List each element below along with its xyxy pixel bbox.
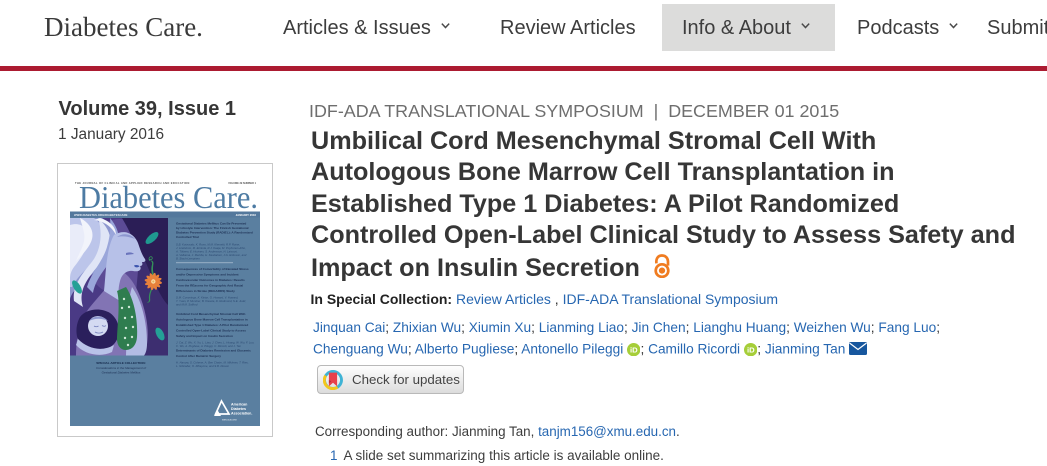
svg-text:by Lifestyle Intervention: The: by Lifestyle Intervention: The Finnish G… — [176, 226, 249, 230]
svg-text:Controlled Trial: Controlled Trial — [176, 235, 199, 239]
svg-text:A. Valkama, J. Meinila, H. Kau: A. Valkama, J. Meinila, H. Kautiainen, J… — [175, 253, 247, 257]
svg-text:L. Gibiralter, O. Rihaynne, an: L. Gibiralter, O. Rihaynne, and S.B. Dis… — [176, 364, 229, 368]
svg-text:WWW.DIABETES.ORG/DIABETESCARE: WWW.DIABETES.ORG/DIABETESCARE — [74, 213, 128, 217]
svg-text:Established Type 1 Diabetes: A: Established Type 1 Diabetes: A Pilot Ran… — [176, 323, 248, 327]
svg-text:Cardiovascular Outcomes in Dia: Cardiovascular Outcomes in Diabetes: Res… — [176, 278, 245, 282]
svg-text:SPECIAL ARTICLE COLLECTION:: SPECIAL ARTICLE COLLECTION: — [96, 361, 146, 365]
svg-text:Consequences of Comorbidity of: Consequences of Comorbidity of Elevated … — [176, 267, 249, 271]
svg-text:Association.: Association. — [231, 412, 252, 416]
svg-text:H. Hamza, S. Cohene, A. Ben Ch: H. Hamza, S. Cohene, A. Ben Chaim, M. Mi… — [176, 361, 249, 365]
svg-text:Differences in Stroke (REGARDS: Differences in Stroke (REGARDS) Study — [176, 289, 235, 293]
svg-text:and/or Depressive Symptoms and: and/or Depressive Symptoms and Incident — [176, 273, 239, 277]
svg-text:Diabetes: Diabetes — [231, 407, 246, 411]
svg-text:B. Stach-Lempinen: B. Stach-Lempinen — [176, 257, 200, 261]
svg-text:Safety and Impact on Insulin S: Safety and Impact on Insulin Secretion — [176, 334, 233, 338]
svg-text:Controlled Open-Label Clinical: Controlled Open-Label Clinical Study to … — [176, 329, 246, 333]
svg-text:A. Tiitinen, E. Huvinen, S. An: A. Tiitinen, E. Huvinen, S. Andersson, H… — [175, 250, 238, 254]
svg-text:ISSN 0149-5992: ISSN 0149-5992 — [222, 420, 238, 422]
svg-text:iD: iD — [630, 345, 638, 354]
svg-text:Autologous Bone Marrow Cell Tr: Autologous Bone Marrow Cell Transplantat… — [176, 318, 248, 322]
svg-text:VOLUME 39 NUMBER 1: VOLUME 39 NUMBER 1 — [228, 182, 257, 185]
svg-text:Diabetes Care.: Diabetes Care. — [79, 179, 258, 215]
svg-text:Gestational Diabetes Mellitus: Gestational Diabetes Mellitus — [102, 371, 141, 375]
svg-text:S.B. Koivusalo, K. Rono, M.M.: S.B. Koivusalo, K. Rono, M.M. Klemetti, … — [176, 243, 240, 247]
svg-text:Diabetes Prevention Study (RAD: Diabetes Prevention Study (RADIEL): A Ra… — [176, 231, 253, 235]
svg-text:Control After Bariatric Surger: Control After Bariatric Surgery — [176, 354, 221, 358]
svg-text:Umbilical Cord Mesenchymal Str: Umbilical Cord Mesenchymal Stromal Cell … — [176, 312, 246, 316]
svg-text:JANUARY 2016: JANUARY 2016 — [236, 213, 257, 217]
svg-text:J. Lindstrom, M. Erkkola, R.J.: J. Lindstrom, M. Erkkola, R.J. Kaaja, M.… — [176, 246, 246, 250]
svg-text:Determinants of Diabetes Remis: Determinants of Diabetes Remission and G… — [176, 349, 251, 353]
svg-text:THE JOURNAL OF CLINICAL AND AP: THE JOURNAL OF CLINICAL AND APPLIED RESE… — [75, 181, 190, 185]
svg-text:From the REasons for Geographi: From the REasons for Geographic And Raci… — [176, 284, 243, 288]
svg-text:J. Cai, Z. Wu, X. Xu, L. Liao,: J. Cai, Z. Wu, X. Xu, L. Liao, J. Chen, … — [176, 341, 255, 345]
svg-text:American: American — [231, 403, 247, 407]
svg-text:D.M. Cummings, K. Kirian, G. H: D.M. Cummings, K. Kirian, G. Howard, V. … — [176, 296, 238, 300]
svg-text:Y. Yuan, P. Muntner, B. Kissel: Y. Yuan, P. Muntner, B. Kissela, D. Redm… — [176, 299, 246, 303]
svg-text:Considerations in the Manageme: Considerations in the Management of — [96, 366, 147, 370]
svg-text:Gestational Diabetes Mellitus: Gestational Diabetes Mellitus Can Be Pre… — [176, 222, 246, 226]
svg-text:iD: iD — [747, 345, 755, 354]
svg-text:and M.M. Safford: and M.M. Safford — [176, 303, 198, 307]
svg-text:C. Wu, A. Pugliese, A. Pileggi: C. Wu, A. Pugliese, A. Pileggi, C. Ricor… — [176, 344, 241, 348]
